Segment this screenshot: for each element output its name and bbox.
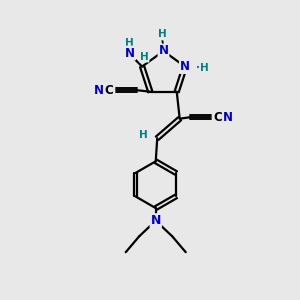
Text: C: C — [105, 84, 113, 97]
Text: N: N — [94, 84, 104, 97]
Text: H: H — [140, 130, 148, 140]
Text: H: H — [158, 29, 166, 40]
Text: ·H: ·H — [196, 63, 209, 73]
Text: N: N — [223, 111, 233, 124]
Text: H: H — [125, 38, 134, 48]
Text: N: N — [125, 46, 135, 59]
Text: N: N — [158, 44, 169, 58]
Text: N: N — [151, 214, 161, 227]
Text: N: N — [180, 60, 190, 73]
Text: H: H — [140, 52, 148, 61]
Text: C: C — [214, 111, 222, 124]
